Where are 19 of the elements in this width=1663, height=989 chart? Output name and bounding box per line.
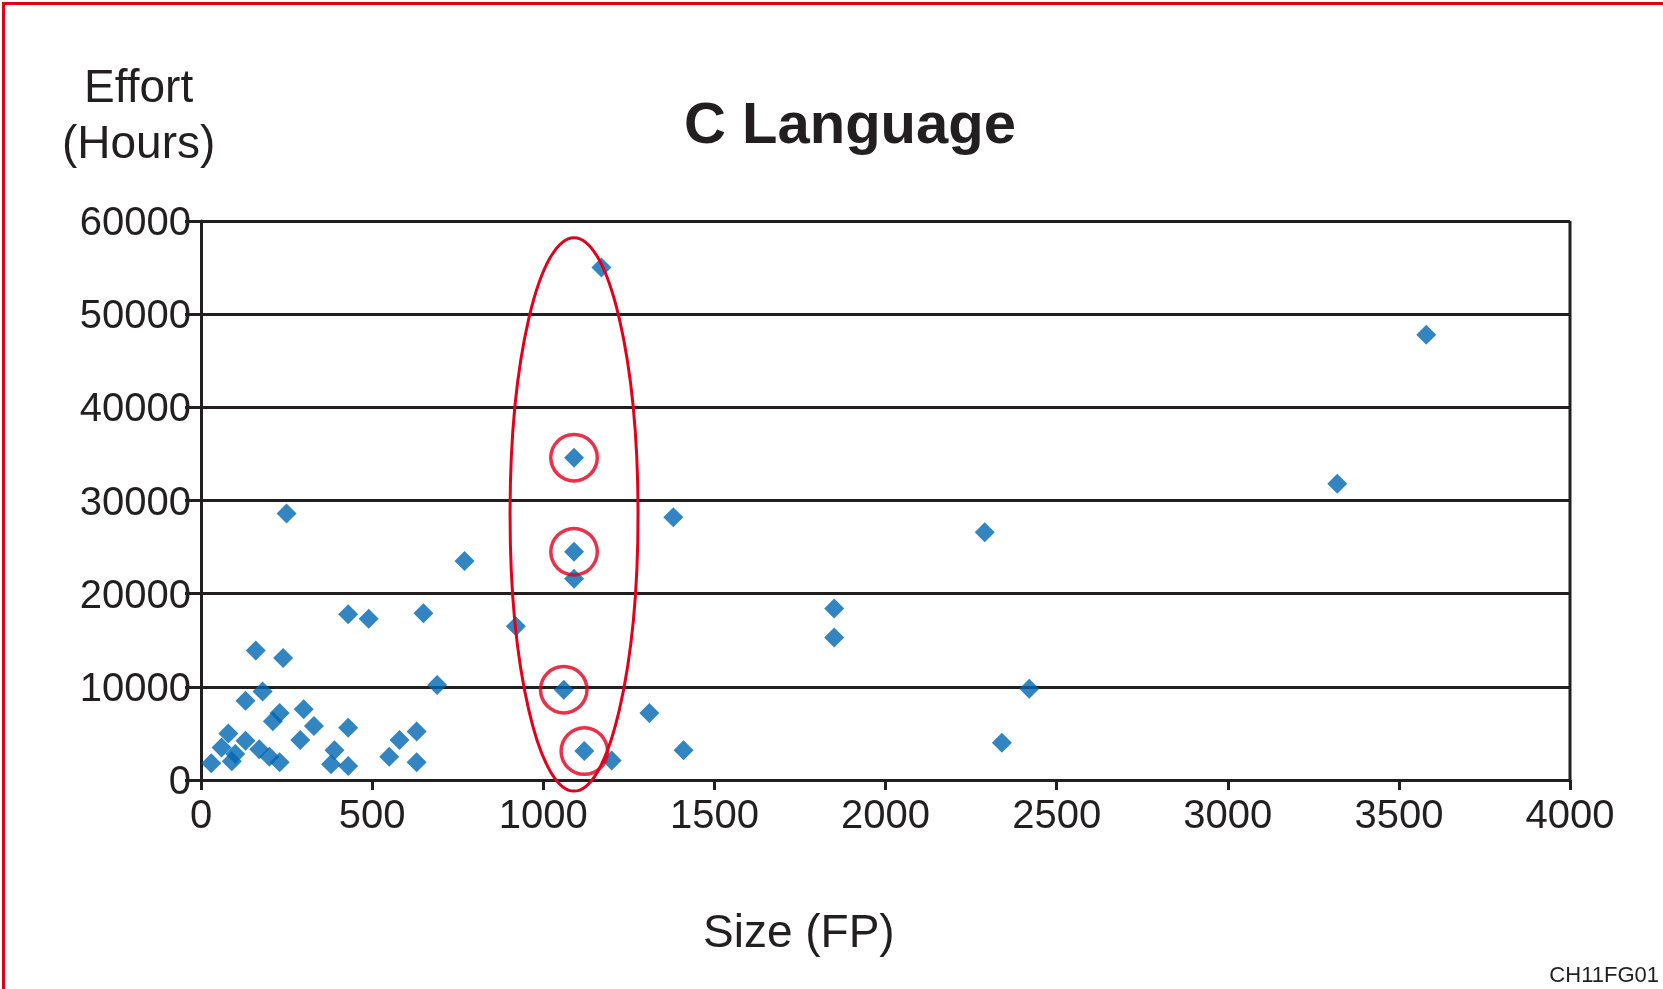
y-tick-label: 0 bbox=[168, 758, 191, 802]
x-tick-label: 3000 bbox=[1183, 792, 1273, 836]
y-tick-label: 30000 bbox=[79, 478, 191, 523]
text: CH11FG01 bbox=[1549, 961, 1660, 987]
x-tick-label: 1500 bbox=[669, 792, 759, 836]
x-tick-label: 500 bbox=[338, 792, 406, 836]
x-tick-label: 3500 bbox=[1354, 792, 1444, 836]
chart-title: C Language bbox=[684, 89, 1016, 155]
x-tick-label: 4000 bbox=[1525, 792, 1615, 836]
y-axis-title: Effort (Hours) bbox=[62, 60, 216, 168]
y-tick-label: 10000 bbox=[79, 664, 191, 709]
y-tick-label: 50000 bbox=[79, 292, 191, 337]
x-tick-label: 2500 bbox=[1012, 792, 1102, 836]
x-tick-label: 2000 bbox=[841, 792, 930, 836]
x-tick-label: 1000 bbox=[498, 792, 588, 836]
x-axis-title: Size (FP) bbox=[703, 905, 895, 957]
y-tick-label: 60000 bbox=[79, 199, 191, 243]
y-tick-label: 40000 bbox=[79, 385, 191, 430]
y-tick-label: 20000 bbox=[79, 571, 191, 616]
